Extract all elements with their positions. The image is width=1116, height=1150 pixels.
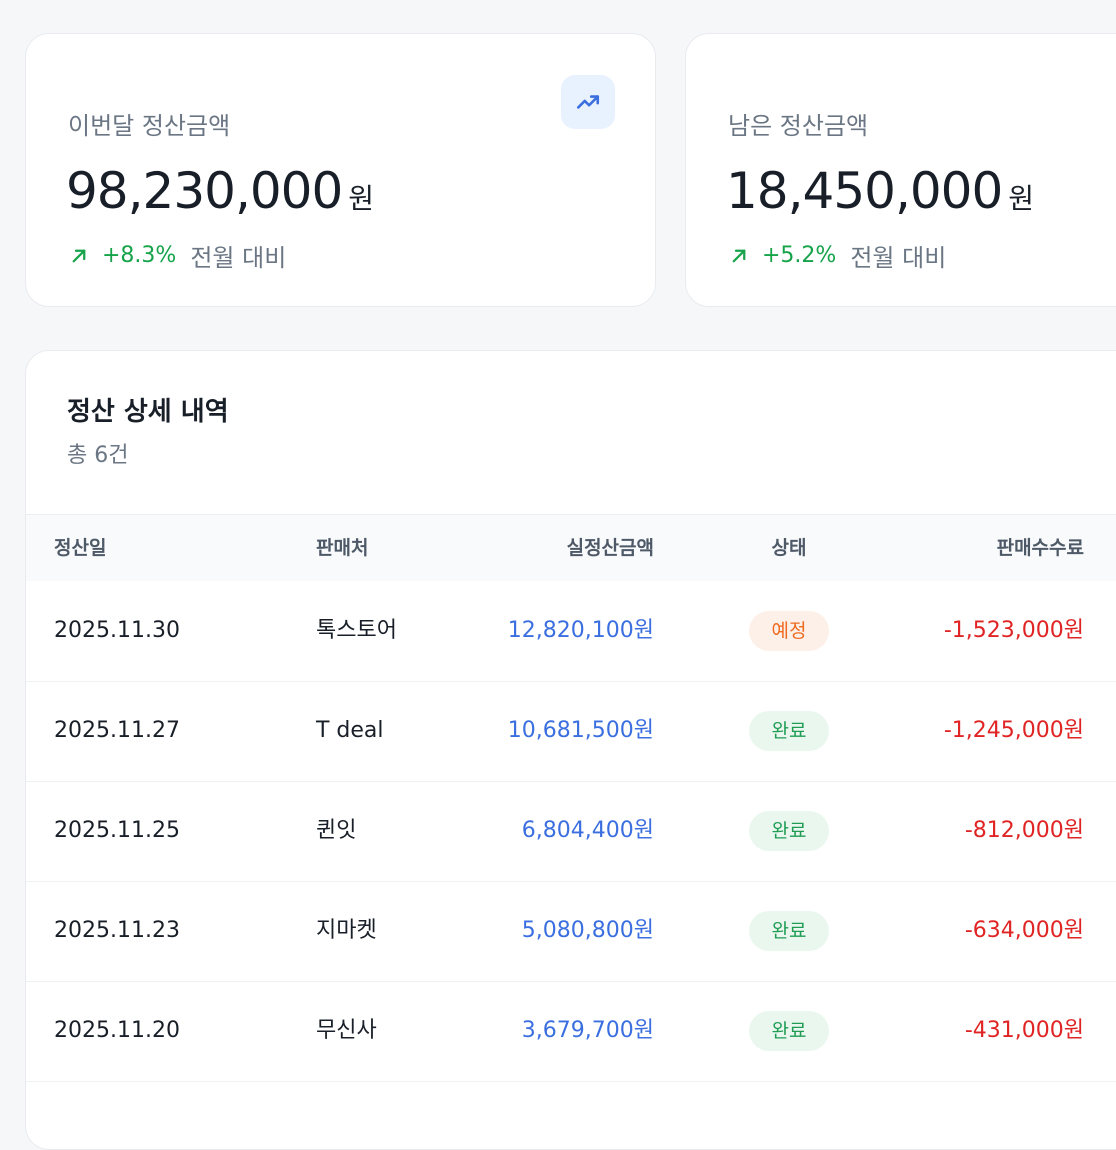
column-header-fee[interactable]: 판매수수료 [996,537,1084,559]
column-header-seller[interactable]: 판매처 [316,537,369,559]
summary-card-remaining: 남은 정산금액 18,450,000 원 +5.2% 전월 대비 [685,33,1116,307]
table-row[interactable]: 2025.11.30 톡스토어 12,820,100원 예정 -1,523,00… [26,581,1116,682]
summary-label: 이번달 정산금액 [68,112,231,140]
cell-amount: 5,080,800원 [521,918,654,943]
column-header-status[interactable]: 상태 [771,537,807,559]
arrow-up-right-icon [732,249,746,262]
status-badge: 완료 [749,811,829,851]
cell-amount: 12,820,100원 [507,618,654,643]
summary-card-this-month: 이번달 정산금액 98,230,000 원 +8.3% 전월 대비 [25,33,656,307]
summary-label: 남은 정산금액 [728,112,869,140]
summary-change-text: 전월 대비 [850,244,947,272]
summary-unit: 원 [1008,182,1035,215]
cell-fee: -1,245,000원 [943,718,1084,743]
summary-change: +8.3% [102,243,177,268]
cell-date: 2025.11.27 [54,718,180,743]
section-title: 정산 상세 내역 [67,397,229,427]
table-header: 정산일 판매처 실정산금액 상태 판매수수료 [26,514,1116,581]
summary-unit: 원 [348,182,375,215]
settlement-detail-card: 정산 상세 내역 총 6건 정산일 판매처 실정산금액 상태 판매수수료 202… [25,350,1116,1150]
table-row[interactable]: 2025.11.20 무신사 3,679,700원 완료 -431,000원 [26,981,1116,1082]
summary-change-text: 전월 대비 [190,244,287,272]
status-badge: 완료 [749,711,829,751]
cell-date: 2025.11.23 [54,918,180,943]
record-count: 총 6건 [67,443,129,468]
summary-value: 18,450,000 [726,162,1003,220]
status-badge: 완료 [749,1011,829,1051]
cell-amount: 3,679,700원 [521,1018,654,1043]
cell-seller: 퀸잇 [316,818,357,843]
cell-seller: 지마켓 [316,918,377,943]
table-row[interactable]: 2025.11.23 지마켓 5,080,800원 완료 -634,000원 [26,881,1116,982]
cell-amount: 10,681,500원 [507,718,654,743]
column-header-date[interactable]: 정산일 [54,537,107,559]
cell-seller: T deal [316,718,384,743]
status-badge: 완료 [749,911,829,951]
cell-date: 2025.11.25 [54,818,180,843]
column-header-amount[interactable]: 실정산금액 [566,537,654,559]
cell-date: 2025.11.30 [54,618,180,643]
cell-fee: -1,523,000원 [943,618,1084,643]
cell-fee: -634,000원 [964,918,1084,943]
arrow-up-right-icon [72,249,86,262]
cell-seller: 톡스토어 [316,618,397,643]
table-row[interactable]: 2025.11.25 퀸잇 6,804,400원 완료 -812,000원 [26,781,1116,882]
cell-fee: -812,000원 [964,818,1084,843]
summary-change: +5.2% [762,243,837,268]
summary-value: 98,230,000 [66,162,343,220]
summary-trend: +8.3% 전월 대비 [70,238,286,273]
trending-up-icon [561,75,615,129]
table-row[interactable]: 2025.11.27 T deal 10,681,500원 완료 -1,245,… [26,681,1116,782]
cell-seller: 무신사 [316,1018,377,1043]
cell-amount: 6,804,400원 [521,818,654,843]
cell-date: 2025.11.20 [54,1018,180,1043]
status-badge: 예정 [749,611,829,651]
cell-fee: -431,000원 [964,1018,1084,1043]
summary-trend: +5.2% 전월 대비 [730,238,946,273]
